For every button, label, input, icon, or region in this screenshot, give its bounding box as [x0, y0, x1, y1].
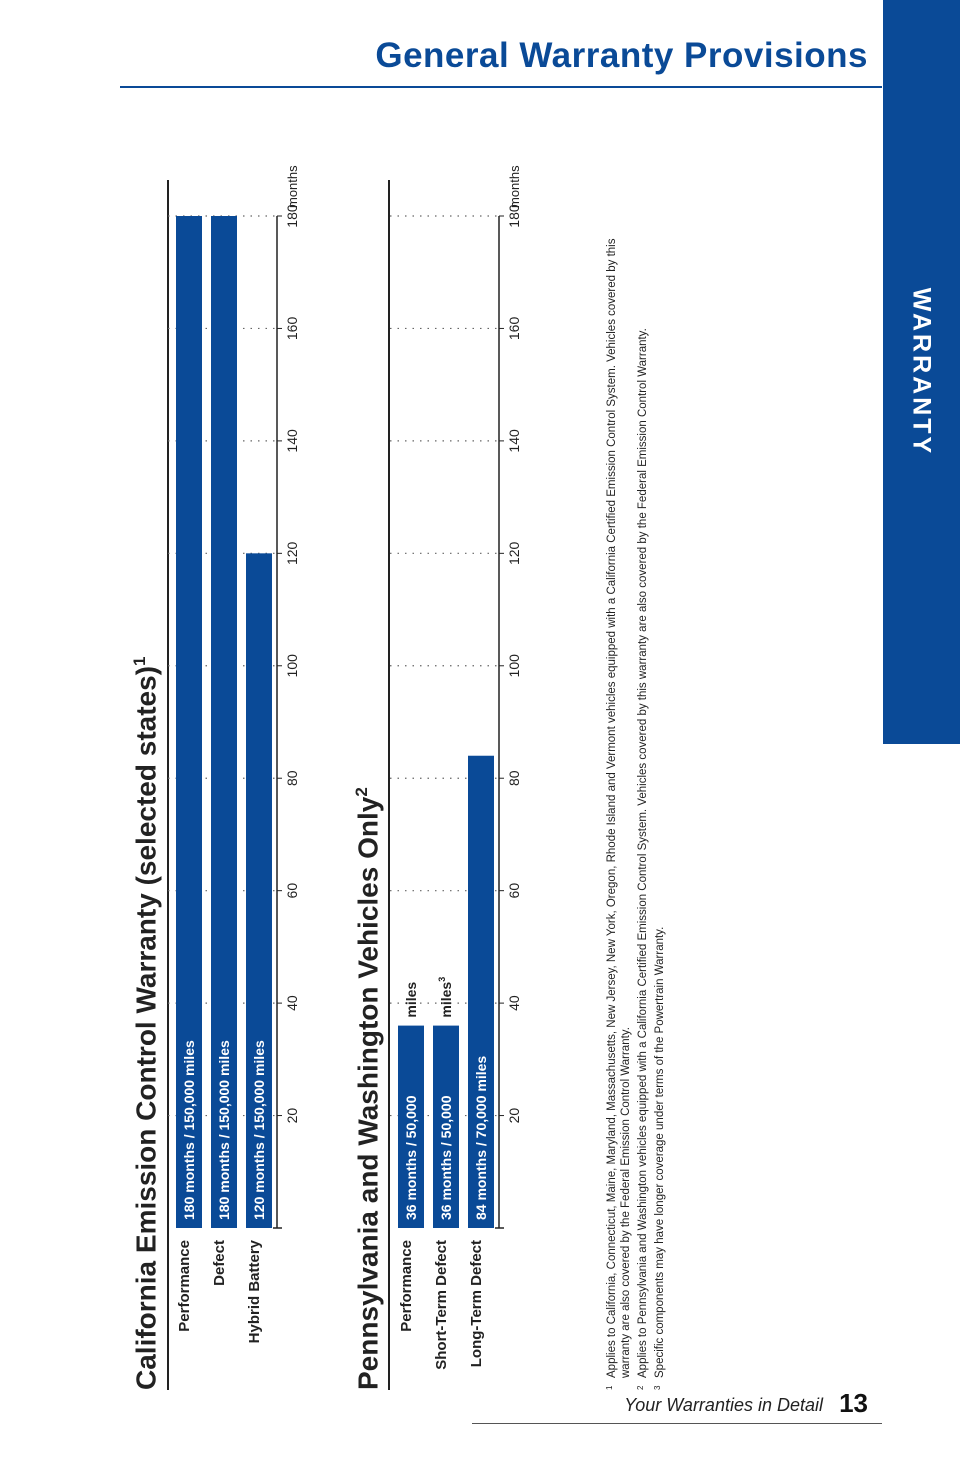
bar-label: 36 months / 50,000: [438, 1095, 454, 1220]
bar: [176, 216, 202, 1228]
header-rule: [120, 86, 882, 88]
tick-label: 140: [284, 429, 300, 453]
page-title: General Warranty Provisions: [375, 36, 868, 75]
tick-label: 140: [506, 429, 522, 453]
footnotes: 1 Applies to California, Connecticut, Mai…: [605, 210, 670, 1390]
tick-label: 80: [284, 770, 300, 786]
footnote-ref: 3: [437, 977, 447, 982]
chart-title-pennsylvania: Pennsylvania and Washington Vehicles Onl…: [352, 787, 384, 1390]
footnote: 2 Applies to Pennsylvania and Washington …: [636, 328, 649, 1390]
bar-outside-label: miles3: [437, 977, 454, 1018]
tick-label: 20: [284, 1108, 300, 1124]
bar: [468, 755, 494, 1228]
bar-label: 120 months / 150,000 miles: [251, 1040, 267, 1220]
rotated-content: California Emission Control Warranty (se…: [130, 160, 752, 1420]
tick-label: 160: [284, 317, 300, 341]
chart-plot-pennsylvania: 20 40 60 80 100 120 140 160 180 months 36 months /…: [390, 165, 530, 1229]
axis-unit-label: months: [285, 165, 300, 208]
bar: [211, 216, 237, 1228]
category-label: Defect: [211, 1240, 228, 1286]
tick-label: 160: [506, 317, 522, 341]
tick-label: 20: [506, 1108, 522, 1124]
tick-label: 120: [506, 541, 522, 565]
tick-label: 180: [284, 204, 300, 228]
tick-label: 100: [506, 654, 522, 678]
side-tab: [883, 0, 960, 744]
category-label: Performance: [176, 1240, 193, 1332]
bar-label: 36 months / 50,000: [403, 1095, 419, 1220]
page-number: 13: [839, 1388, 868, 1418]
footer-text: Your Warranties in Detail: [624, 1395, 823, 1415]
category-label: Hybrid Battery: [246, 1240, 263, 1344]
side-tab-label: WARRANTY: [907, 287, 936, 457]
footnote: 3 Specific components may have longer cov…: [653, 926, 666, 1390]
bar: [246, 553, 272, 1228]
chart-plot-california: 20 40 60 80 100 120 140 160 180 months 180 months …: [168, 165, 308, 1229]
tick-label: 120: [284, 541, 300, 565]
bar-label: 84 months / 70,000 miles: [473, 1056, 489, 1220]
category-label: Long-Term Defect: [468, 1240, 485, 1368]
tick-label: 80: [506, 770, 522, 786]
category-label: Performance: [398, 1240, 415, 1332]
bar-label: 180 months / 150,000 miles: [216, 1040, 232, 1220]
bar: [433, 1025, 459, 1228]
tick-label: 60: [506, 883, 522, 899]
bar: [398, 1025, 424, 1228]
tick-label: 40: [284, 995, 300, 1011]
category-label: Short-Term Defect: [433, 1240, 450, 1370]
axis-unit-label: months: [507, 165, 522, 208]
footnote: 1 Applies to California, Connecticut, Mai…: [605, 238, 632, 1390]
tick-label: 60: [284, 883, 300, 899]
footer-rule: [472, 1423, 882, 1424]
bar-label: 180 months / 150,000 miles: [181, 1040, 197, 1220]
chart-title-california: California Emission Control Warranty (se…: [130, 656, 162, 1391]
tick-label: 100: [284, 654, 300, 678]
tick-label: 40: [506, 995, 522, 1011]
bar-outside-label: miles: [403, 982, 419, 1018]
tick-label: 180: [506, 204, 522, 228]
